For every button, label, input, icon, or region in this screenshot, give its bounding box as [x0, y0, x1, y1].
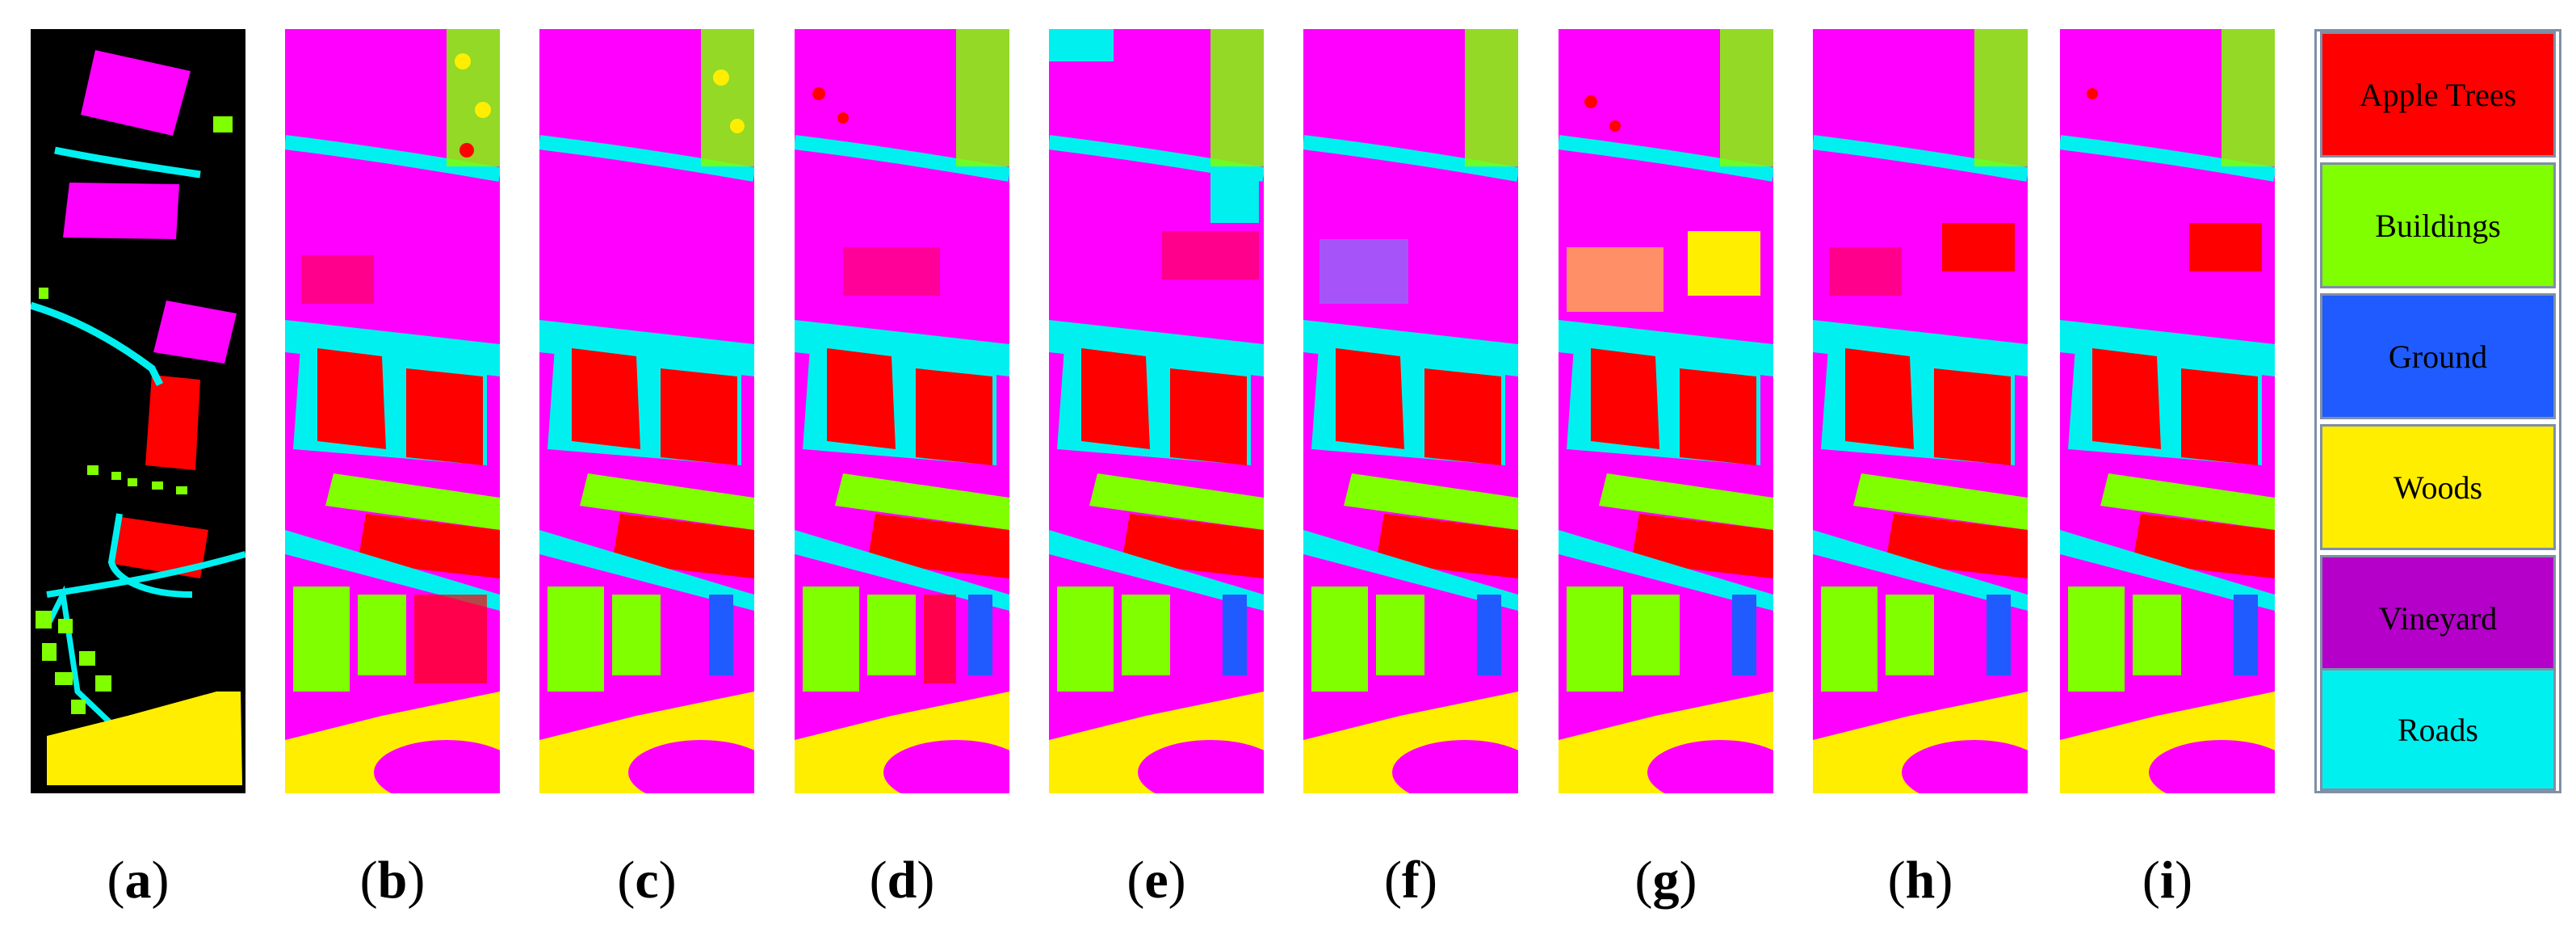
caption-d: (d)	[869, 851, 935, 910]
classification-map	[1049, 29, 1264, 793]
caption-b: (b)	[359, 851, 426, 910]
classification-map	[1303, 29, 1518, 793]
legend-item-buildings: Buildings	[2320, 162, 2556, 288]
classification-map	[2060, 29, 2275, 793]
map-panel-b	[285, 29, 500, 793]
caption-h: (h)	[1887, 851, 1953, 910]
classification-map	[795, 29, 1009, 793]
classification-map	[1813, 29, 2028, 793]
legend-item-vineyard: Vineyard	[2320, 555, 2556, 681]
map-panel-f	[1303, 29, 1518, 793]
map-panel-d	[795, 29, 1009, 793]
caption-a: (a)	[107, 851, 170, 910]
map-panel-e	[1049, 29, 1264, 793]
caption-f: (f)	[1384, 851, 1437, 910]
legend-item-roads: Roads	[2320, 668, 2556, 791]
map-panel-a	[31, 29, 245, 793]
legend-item-apple-trees: Apple Trees	[2320, 32, 2556, 158]
classification-map	[1559, 29, 1773, 793]
caption-e: (e)	[1126, 851, 1186, 910]
legend-item-ground: Ground	[2320, 293, 2556, 419]
caption-c: (c)	[617, 851, 677, 910]
class-legend: Apple Trees Buildings Ground Woods Viney…	[2314, 29, 2561, 793]
map-panel-h	[1813, 29, 2028, 793]
map-panel-c	[539, 29, 754, 793]
map-panel-i	[2060, 29, 2275, 793]
map-panel-g	[1559, 29, 1773, 793]
caption-i: (i)	[2142, 851, 2193, 910]
classification-map	[539, 29, 754, 793]
legend-item-woods: Woods	[2320, 424, 2556, 550]
caption-g: (g)	[1634, 851, 1697, 910]
ground-truth-map	[31, 29, 245, 793]
classification-map	[285, 29, 500, 793]
